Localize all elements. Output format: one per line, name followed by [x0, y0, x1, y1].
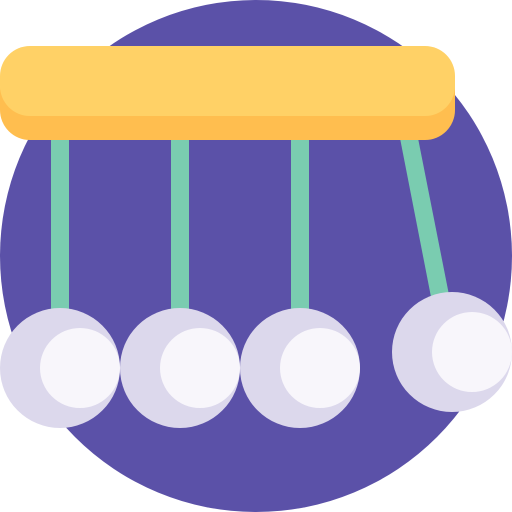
- pendulum-balls: [0, 292, 512, 428]
- top-bar: [0, 46, 455, 140]
- top-bar-face: [0, 46, 455, 116]
- ball-2-highlight: [160, 328, 240, 408]
- ball-4: [392, 292, 512, 412]
- ball-3-highlight: [280, 328, 360, 408]
- string-2: [171, 128, 189, 318]
- ball-1-highlight: [40, 328, 120, 408]
- ball-1: [0, 308, 120, 428]
- ball-4-highlight: [432, 312, 512, 392]
- ball-3: [240, 308, 360, 428]
- string-3: [291, 128, 309, 318]
- string-4: [398, 128, 450, 302]
- pendulum-strings: [51, 128, 450, 318]
- string-1: [51, 128, 69, 318]
- ball-2: [120, 308, 240, 428]
